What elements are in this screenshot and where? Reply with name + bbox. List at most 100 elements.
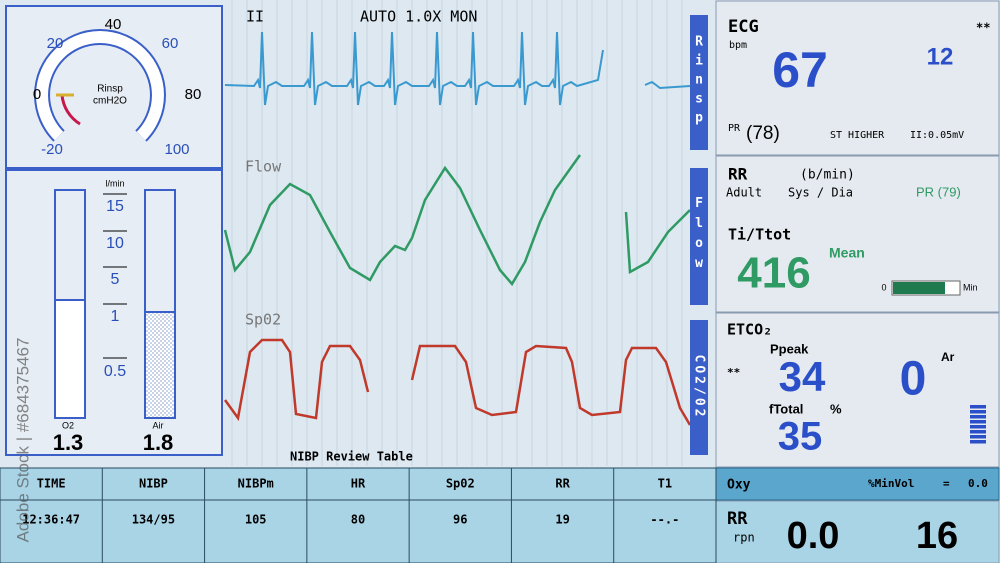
oxy-bar xyxy=(715,467,1000,501)
etco2-panel xyxy=(715,312,1000,468)
rr-value: 416 xyxy=(737,249,810,298)
watermark: Adobe Stock | #684375467 xyxy=(13,338,32,543)
level-bar xyxy=(970,410,986,414)
ecg-panel xyxy=(715,0,1000,156)
table-header: RR xyxy=(555,477,570,491)
pr-value: (78) xyxy=(746,123,780,144)
gauge-tick-label: -20 xyxy=(41,141,63,158)
table-header-bg xyxy=(0,467,717,501)
table-cell: 19 xyxy=(555,513,569,527)
side-tab xyxy=(690,15,708,150)
o2-value: 1.3 xyxy=(53,430,84,455)
gauge-tick-label: 40 xyxy=(105,16,122,33)
pressure-label: Sys / Dia xyxy=(788,186,853,200)
st-label: ST HIGHER xyxy=(830,130,885,141)
level-bar xyxy=(970,440,986,444)
table-cell: --.- xyxy=(650,513,679,527)
o2-level xyxy=(56,300,84,417)
mode-label: AUTO 1.0X MON xyxy=(360,8,477,26)
side-tab xyxy=(690,320,708,455)
patient-type: Adult xyxy=(726,186,762,200)
flow-unit: l/min xyxy=(105,178,124,188)
air-level xyxy=(146,312,174,417)
scale-label: 5 xyxy=(111,271,120,288)
table-header: NIBP xyxy=(139,477,168,491)
wave-label: Sp02 xyxy=(245,311,281,329)
pr-secondary: PR (79) xyxy=(916,184,961,199)
ecg-title: ECG xyxy=(728,17,759,37)
gauge-alarm-zone xyxy=(60,94,81,126)
rr-rpn-unit: rpn xyxy=(733,531,755,545)
side-tab-label: Flow xyxy=(692,196,707,276)
scale-label: 0.5 xyxy=(104,363,126,380)
table-header: Sp02 xyxy=(446,477,475,491)
gauge-tick-label: 0 xyxy=(33,86,41,103)
st-value: II:0.05mV xyxy=(910,130,964,141)
rr-rpn-title: RR xyxy=(727,509,748,529)
ratio-label: Ti/Ttot xyxy=(728,226,791,244)
etco2-flag: ** xyxy=(727,366,740,379)
etco2-title: ETCO₂ xyxy=(727,321,772,339)
rr-unit: (b/min) xyxy=(800,168,855,183)
gauge-tick-label: 80 xyxy=(185,86,202,103)
lead-label: II xyxy=(246,8,264,26)
level-bar xyxy=(970,425,986,429)
side-tab-label: CO2/02 xyxy=(692,355,707,420)
ppeak-value: 34 xyxy=(779,353,826,400)
spo2-waveform xyxy=(410,344,692,426)
spo2-waveform xyxy=(223,338,370,422)
rr-rpn-value: 0.0 xyxy=(787,515,840,557)
side-tab-label: Rinsp xyxy=(692,35,707,130)
wave-label: Flow xyxy=(245,158,282,176)
gauge-tick-label: 20 xyxy=(47,35,64,52)
gauge-arc xyxy=(36,30,164,141)
flow-waveform xyxy=(624,209,691,275)
level-bar xyxy=(970,405,986,409)
gauge-label: Rinsp xyxy=(97,84,123,95)
mean-label: Mean xyxy=(829,245,865,261)
oxy-label: Oxy xyxy=(727,478,751,493)
ecg-flag: ** xyxy=(976,21,990,35)
scale-label: 10 xyxy=(106,235,124,252)
table-cell: 12:36:47 xyxy=(22,513,80,527)
gauge-unit: cmH2O xyxy=(93,96,127,107)
scale-label: 1 xyxy=(111,308,120,325)
table-row-bg xyxy=(0,499,717,563)
level-indicator xyxy=(970,405,986,444)
ftotal-value: 35 xyxy=(778,415,823,459)
gauge-tick-label: 100 xyxy=(164,141,189,158)
bar-max-label: Min xyxy=(963,282,978,292)
table-title: NIBP Review Table xyxy=(290,450,413,464)
rr-title: RR xyxy=(728,165,748,184)
minvol-label: %MinVol xyxy=(868,477,914,490)
bar-min-label: 0 xyxy=(881,282,886,292)
mean-bar-fill xyxy=(893,282,945,294)
table-cell: 105 xyxy=(245,513,267,527)
air-value: 1.8 xyxy=(143,430,174,455)
ftotal-label: fTotal xyxy=(769,401,803,416)
ftotal-unit: % xyxy=(830,401,842,416)
table-cell: 96 xyxy=(453,513,467,527)
level-bar xyxy=(970,435,986,439)
table-cell: 134/95 xyxy=(132,513,175,527)
table-header: NIBPm xyxy=(238,477,274,491)
level-bar xyxy=(970,430,986,434)
ar-value: 0 xyxy=(900,353,927,406)
ar-label: Ar xyxy=(941,350,955,364)
level-bar xyxy=(970,420,986,424)
table-header: TIME xyxy=(37,477,66,491)
o2-label: O2 xyxy=(62,420,74,430)
table-header: HR xyxy=(351,477,366,491)
rr-rpn-panel xyxy=(715,500,1000,563)
ppeak-label: Ppeak xyxy=(770,341,809,356)
wave-grid xyxy=(231,0,683,466)
side-tab xyxy=(690,168,708,305)
scale-label: 15 xyxy=(106,198,124,215)
gauge-tick-label: 60 xyxy=(162,35,179,52)
pr-label: PR xyxy=(728,123,741,134)
flow-waveform xyxy=(223,154,582,287)
nibp-table: TIME NIBP NIBPm HR Sp02 RR T1 12:36:47 134/95 105… xyxy=(0,467,717,563)
ecg-unit: bpm xyxy=(729,40,747,51)
